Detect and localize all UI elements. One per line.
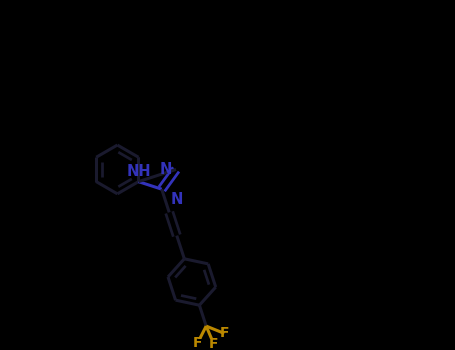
- Text: F: F: [209, 337, 218, 350]
- Text: N: N: [160, 162, 172, 177]
- Text: F: F: [219, 327, 229, 341]
- Text: N: N: [170, 192, 182, 207]
- Text: NH: NH: [126, 164, 151, 179]
- Text: F: F: [192, 336, 202, 350]
